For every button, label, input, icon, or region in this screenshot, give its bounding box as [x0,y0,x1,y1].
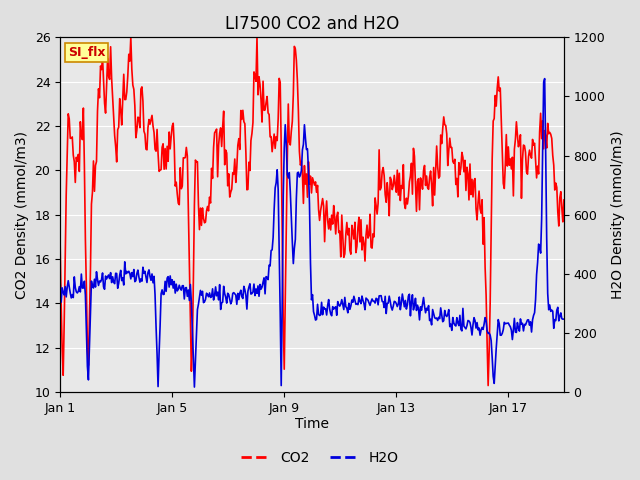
Y-axis label: H2O Density (mmol/m3): H2O Density (mmol/m3) [611,130,625,299]
Legend: CO2, H2O: CO2, H2O [236,445,404,471]
Y-axis label: CO2 Density (mmol/m3): CO2 Density (mmol/m3) [15,131,29,299]
Title: LI7500 CO2 and H2O: LI7500 CO2 and H2O [225,15,399,33]
Text: SI_flx: SI_flx [68,46,105,59]
X-axis label: Time: Time [295,418,329,432]
